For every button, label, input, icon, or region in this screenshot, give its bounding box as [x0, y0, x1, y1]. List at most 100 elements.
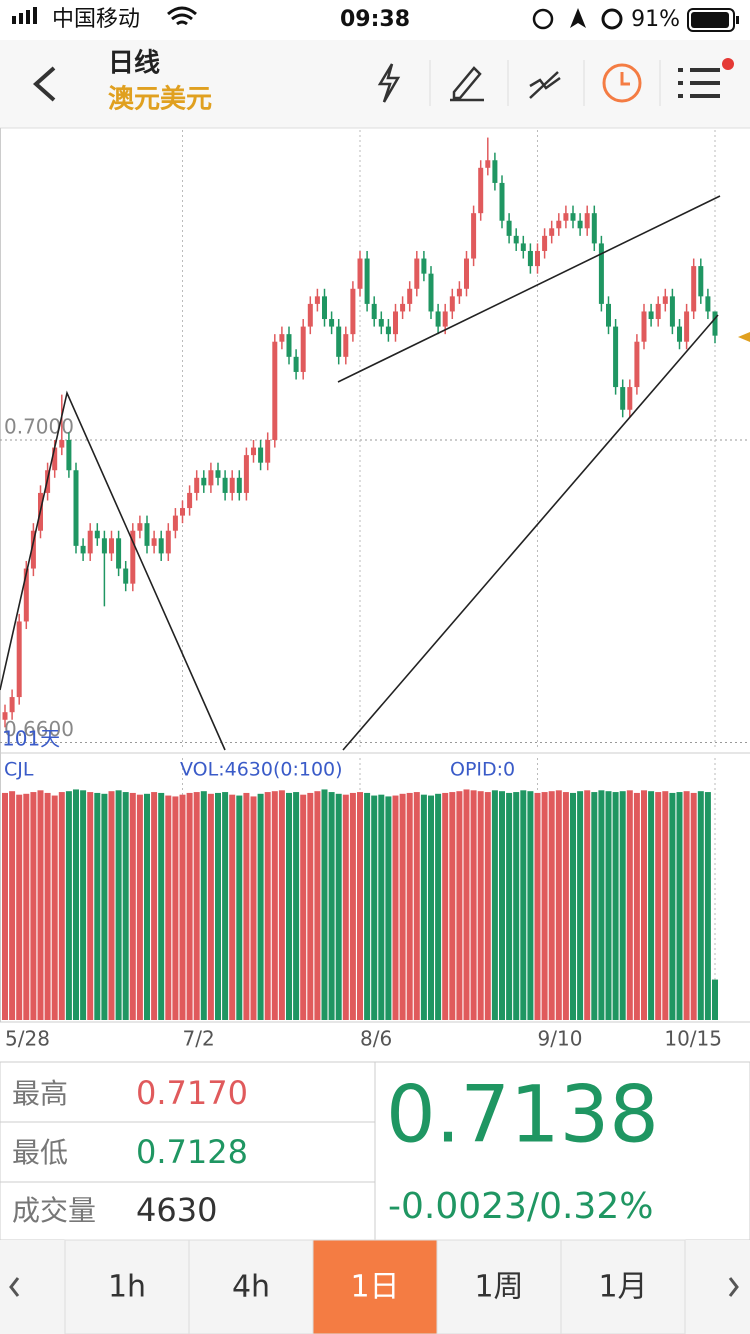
volume-bar — [669, 792, 676, 1020]
candle-body — [577, 220, 583, 229]
volume-bar — [697, 791, 704, 1020]
period-label: 101天 — [2, 727, 60, 751]
candle-body — [606, 303, 611, 327]
volume-bar — [129, 792, 136, 1020]
tab-label[interactable]: 1h — [108, 1270, 146, 1305]
candle-body — [194, 477, 200, 493]
candle-body — [393, 311, 398, 335]
candle-body — [80, 545, 86, 554]
candle-body — [385, 326, 391, 335]
candle-body — [414, 258, 420, 289]
candle-body — [322, 296, 327, 320]
volume-bar — [584, 790, 591, 1020]
tab[interactable] — [64, 1239, 190, 1334]
tab[interactable] — [436, 1239, 562, 1334]
volume-bar — [264, 792, 271, 1020]
tab[interactable] — [560, 1239, 686, 1334]
draw-icon[interactable] — [450, 66, 484, 102]
tab[interactable] — [312, 1239, 438, 1334]
volume-bar — [215, 792, 221, 1020]
x-tick-label: 5/28 — [5, 1027, 50, 1051]
volume-bar — [271, 791, 278, 1020]
candle-body — [620, 387, 626, 410]
candle-body — [307, 303, 313, 327]
volume-bar — [484, 792, 491, 1020]
candle-body — [258, 447, 264, 463]
back-button[interactable] — [32, 66, 56, 102]
volume-bar — [200, 791, 207, 1020]
volume-bar — [520, 790, 527, 1020]
volume-bar — [456, 791, 463, 1020]
scroll-left[interactable] — [9, 1277, 20, 1297]
low-label: 最低 — [12, 1136, 68, 1169]
volume-bar — [648, 791, 655, 1020]
line-tool-icon[interactable] — [529, 71, 561, 99]
candle-body — [265, 440, 271, 463]
candle-body — [492, 160, 498, 183]
volume-bar — [9, 791, 16, 1020]
candle-body — [435, 311, 441, 327]
candle-body — [556, 220, 562, 229]
tab-label[interactable]: 1周 — [474, 1270, 523, 1305]
volume-bar — [442, 792, 449, 1020]
volume-bar — [30, 792, 37, 1020]
candle-body — [87, 530, 93, 554]
candle-body — [222, 477, 228, 493]
candle-body — [59, 440, 65, 448]
candle-body — [634, 341, 640, 388]
candle-body — [456, 288, 462, 297]
volume-bar — [257, 793, 264, 1020]
volume-bar — [136, 794, 143, 1020]
candle-body — [109, 538, 114, 554]
candle-body — [101, 538, 107, 554]
volume-bar — [655, 792, 662, 1020]
candle-body — [677, 326, 682, 342]
candle-body — [314, 296, 320, 304]
opid-label: OPID:0 — [450, 759, 515, 781]
scroll-right[interactable] — [728, 1277, 739, 1297]
candle-body — [137, 523, 143, 531]
volume-bar — [335, 793, 342, 1020]
volume-bar — [598, 790, 605, 1020]
candle-body — [563, 213, 569, 221]
candle-body — [591, 213, 597, 244]
candle-body — [400, 303, 406, 312]
volume-bar — [151, 792, 158, 1020]
candle-body — [151, 538, 157, 546]
clock-icon[interactable] — [602, 63, 642, 103]
candle-body — [2, 712, 8, 720]
candle-body — [350, 288, 356, 335]
candle-body — [669, 296, 675, 327]
tab-label[interactable]: 4h — [232, 1270, 270, 1305]
candle-body — [251, 447, 256, 456]
flash-icon[interactable] — [377, 63, 401, 103]
candle-body — [691, 266, 697, 312]
volume-bar — [712, 979, 718, 1020]
volume-bar — [37, 790, 44, 1020]
price-change: -0.0023/0.32% — [388, 1186, 653, 1227]
candle-body — [293, 356, 299, 372]
candle-body — [705, 296, 711, 312]
tab-label[interactable]: 1月 — [598, 1270, 647, 1305]
status-bar: 中国移动 09:38 91% — [12, 6, 739, 32]
volume-bar — [428, 795, 434, 1020]
volume-bar — [144, 793, 150, 1020]
volume-bar — [633, 792, 640, 1020]
quote-panel: 最高 0.7170 最低 0.7128 成交量 4630 0.7138 -0.0… — [0, 1061, 750, 1241]
tab[interactable] — [188, 1239, 314, 1334]
candle-body — [30, 530, 36, 569]
volume-bar — [392, 795, 399, 1020]
candle-body — [499, 182, 505, 221]
volume-bar — [328, 792, 335, 1020]
candle-body — [343, 334, 349, 357]
candle-body — [627, 387, 633, 410]
volume-bar — [108, 791, 115, 1020]
tab-label[interactable]: 1日 — [350, 1270, 399, 1305]
volume-bar — [619, 791, 626, 1020]
candle-body — [364, 258, 370, 304]
candle-body — [442, 311, 448, 327]
candle-body — [449, 296, 455, 312]
page-title: 日线 — [108, 49, 160, 79]
menu-icon[interactable] — [678, 68, 720, 98]
volume-label: VOL:4630(0:100) — [180, 759, 343, 781]
